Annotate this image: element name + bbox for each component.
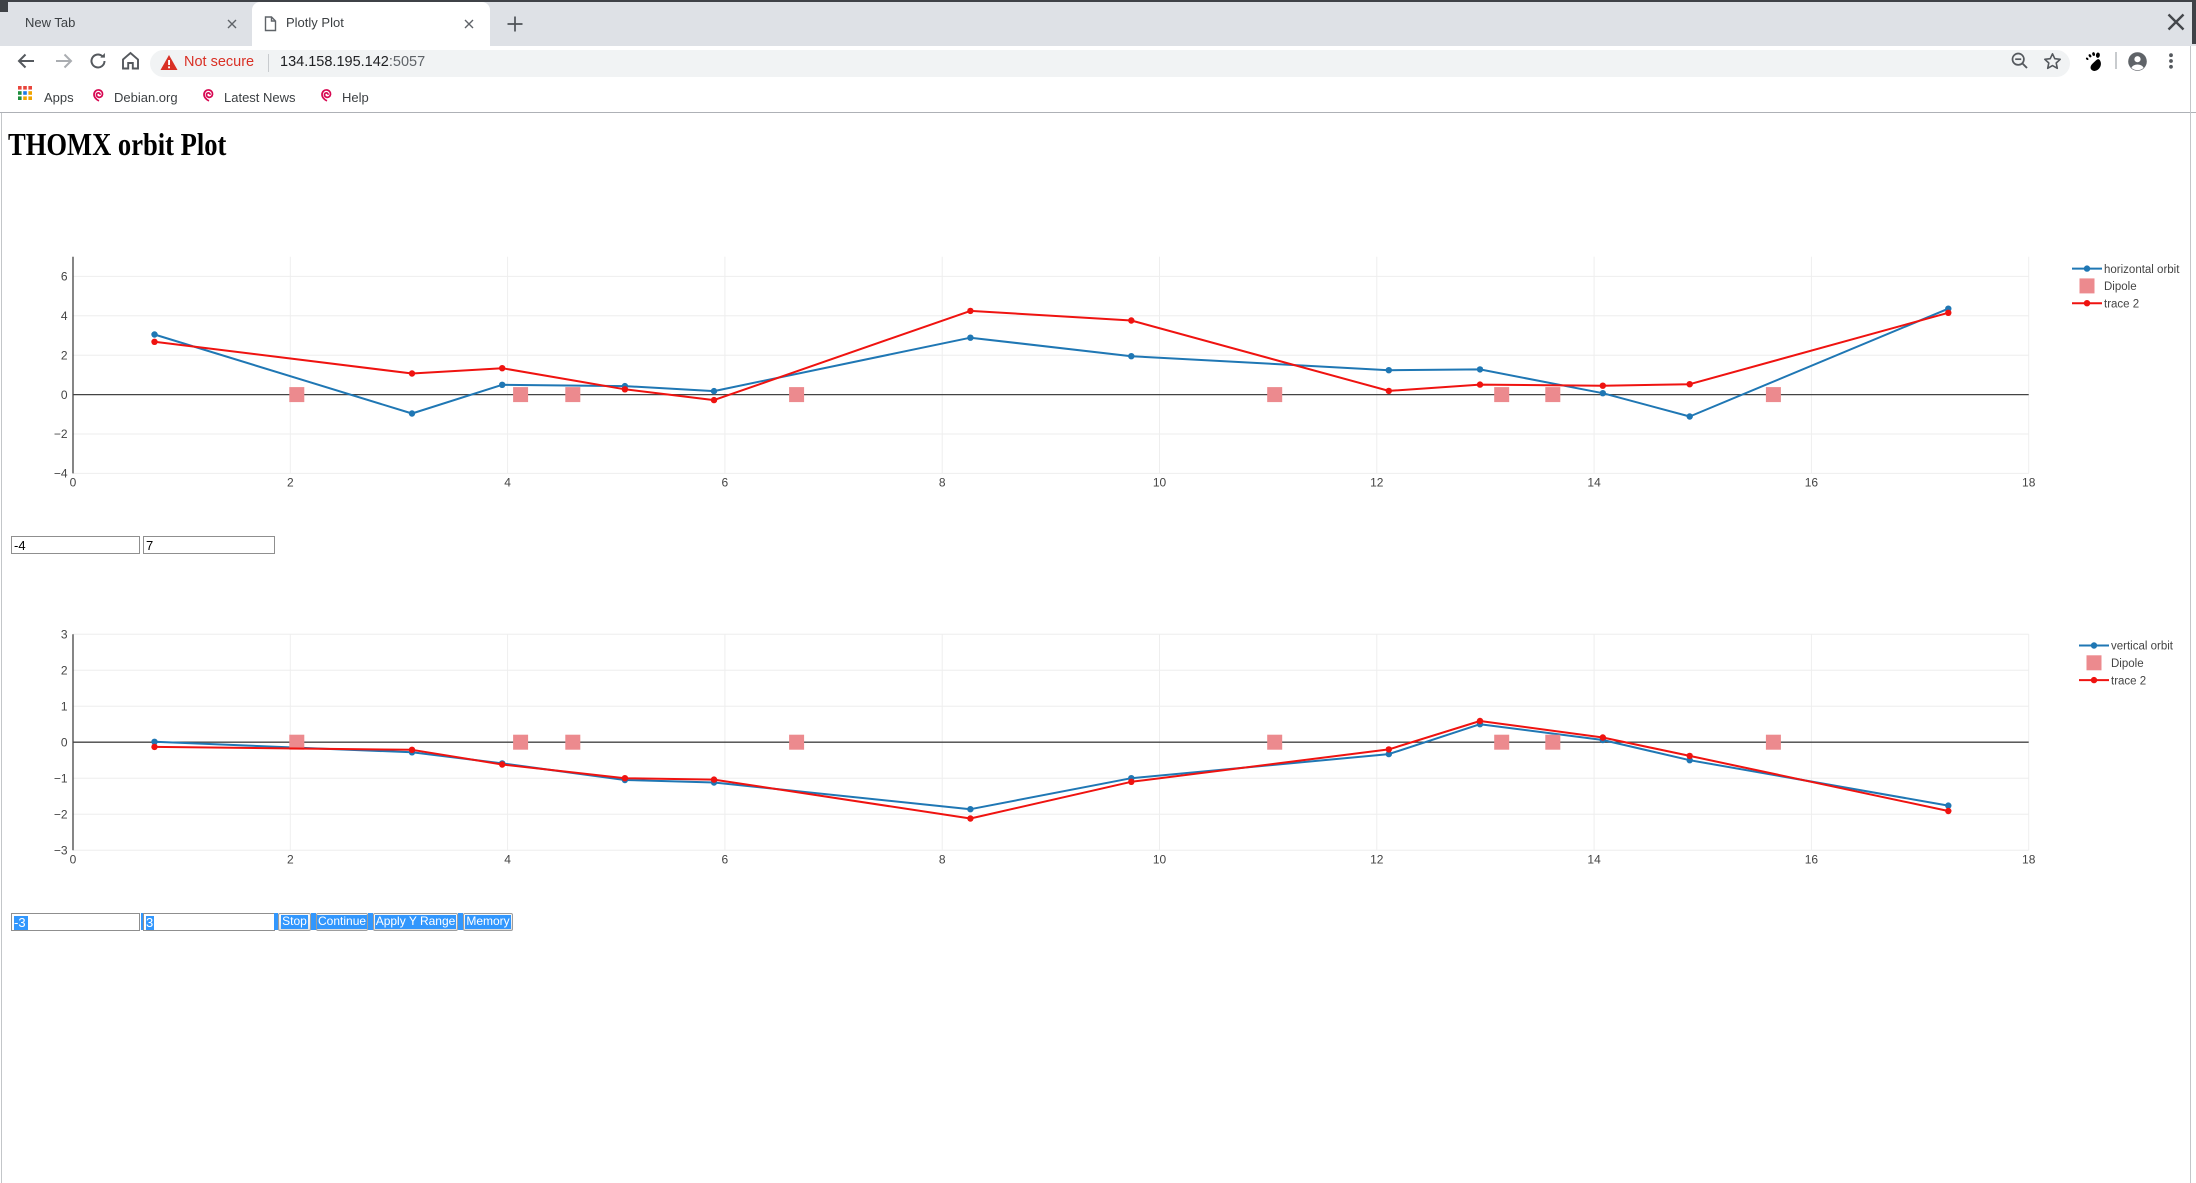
svg-text:−2: −2: [54, 807, 68, 821]
svg-text:−3: −3: [54, 843, 68, 857]
svg-text:6: 6: [722, 852, 729, 866]
svg-text:Dipole: Dipole: [2104, 281, 2137, 293]
svg-text:18: 18: [2022, 476, 2036, 490]
svg-text:0: 0: [61, 388, 68, 402]
svg-text:10: 10: [1153, 476, 1167, 490]
svg-text:2: 2: [287, 852, 294, 866]
svg-text:2: 2: [61, 348, 68, 362]
svg-text:0: 0: [70, 476, 77, 490]
svg-text:Dipole: Dipole: [2111, 658, 2144, 670]
svg-text:8: 8: [939, 852, 946, 866]
svg-text:4: 4: [504, 852, 511, 866]
svg-text:−1: −1: [54, 771, 68, 785]
svg-text:trace 2: trace 2: [2111, 675, 2146, 687]
svg-text:horizontal orbit: horizontal orbit: [2104, 264, 2180, 276]
svg-text:18: 18: [2022, 852, 2036, 866]
svg-text:12: 12: [1370, 852, 1384, 866]
svg-text:4: 4: [504, 476, 511, 490]
svg-text:1: 1: [61, 699, 68, 713]
svg-text:4: 4: [61, 309, 68, 323]
svg-text:2: 2: [287, 476, 294, 490]
svg-text:0: 0: [70, 852, 77, 866]
svg-text:−4: −4: [54, 467, 68, 481]
svg-text:8: 8: [939, 476, 946, 490]
svg-text:16: 16: [1805, 476, 1819, 490]
svg-text:2: 2: [61, 663, 68, 677]
svg-text:10: 10: [1153, 852, 1167, 866]
svg-text:6: 6: [722, 476, 729, 490]
svg-text:14: 14: [1587, 852, 1601, 866]
svg-text:−2: −2: [54, 427, 68, 441]
svg-text:16: 16: [1805, 852, 1819, 866]
svg-text:vertical orbit: vertical orbit: [2111, 641, 2174, 653]
svg-text:trace 2: trace 2: [2104, 298, 2139, 310]
svg-text:0: 0: [61, 735, 68, 749]
svg-text:6: 6: [61, 270, 68, 284]
svg-text:12: 12: [1370, 476, 1384, 490]
svg-text:14: 14: [1587, 476, 1601, 490]
svg-text:3: 3: [61, 627, 68, 641]
